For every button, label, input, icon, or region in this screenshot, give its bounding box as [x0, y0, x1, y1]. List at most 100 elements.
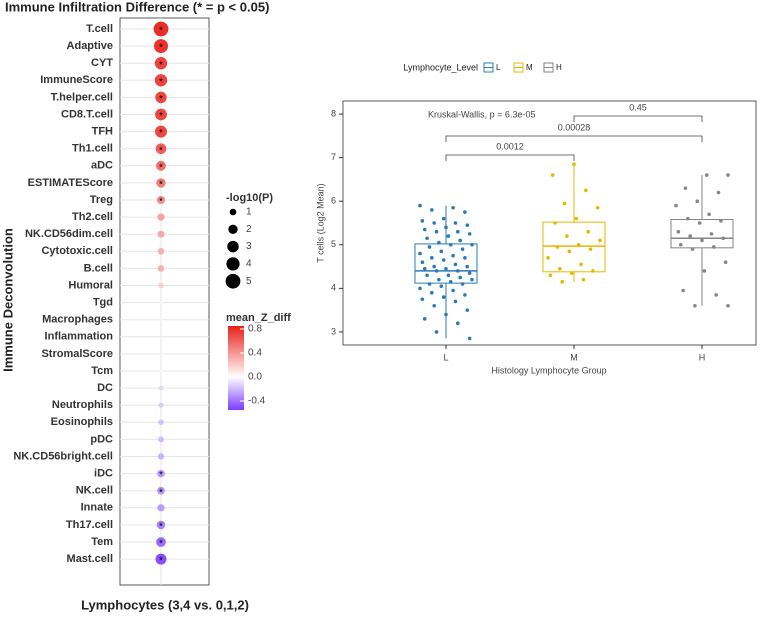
y-tick-label: Tem: [91, 536, 113, 548]
dot: [157, 248, 165, 255]
dot: [155, 125, 167, 138]
point: [565, 234, 569, 238]
significance-star: *: [159, 77, 163, 88]
point: [441, 216, 446, 221]
point: [432, 221, 436, 225]
y-tick-label: CD8.T.cell: [61, 108, 113, 120]
box: [414, 243, 478, 284]
y-tick-label: StromalScore: [41, 348, 113, 360]
point: [422, 317, 427, 321]
dot: [158, 282, 164, 289]
point: [726, 303, 730, 308]
point: [553, 221, 557, 225]
point: [584, 188, 588, 193]
dot: [154, 57, 168, 70]
significance-star: *: [159, 522, 163, 533]
dot: [156, 178, 166, 188]
point: [434, 229, 439, 234]
point: [688, 234, 692, 238]
p-value-label: 0.0012: [496, 141, 524, 151]
point: [420, 219, 425, 223]
point: [439, 249, 444, 254]
point: [693, 303, 697, 308]
colorbar-label: 0.4: [248, 348, 262, 359]
point: [678, 242, 683, 247]
dot: [159, 369, 163, 373]
point: [702, 269, 707, 273]
significance-star: *: [159, 111, 163, 122]
point: [591, 269, 595, 273]
dot: [155, 108, 167, 121]
dot: [153, 39, 169, 54]
point: [432, 264, 436, 269]
point: [676, 229, 681, 234]
dot: [155, 553, 167, 565]
point: [418, 251, 422, 256]
y-tick-label: Mast.cell: [67, 553, 113, 565]
size-legend-title: -log10(P): [226, 192, 273, 204]
y-tick-label: NK.CD56dim.cell: [25, 228, 113, 240]
point: [555, 245, 560, 249]
point: [451, 288, 455, 293]
point: [458, 275, 462, 280]
p-value-label: 0.00028: [558, 122, 591, 132]
size-legend-label: 3: [246, 241, 252, 252]
point: [434, 269, 439, 273]
dot: [157, 265, 165, 272]
y-axis-title: Immune Deconvolution: [0, 228, 15, 372]
point: [448, 280, 453, 284]
plot-panel: [119, 17, 210, 586]
y-tick-label: Th1.cell: [72, 143, 113, 155]
point: [463, 256, 467, 260]
point: [721, 236, 726, 241]
size-legend-dot: [227, 240, 239, 253]
point: [425, 273, 429, 278]
y-tick-label: iDC: [94, 468, 113, 480]
point: [453, 299, 458, 304]
point: [598, 238, 602, 243]
point: [432, 303, 436, 308]
point: [458, 238, 462, 243]
dot: [154, 74, 168, 87]
point: [704, 173, 709, 177]
point: [430, 256, 434, 260]
y-tick-label: ESTIMATEScore: [28, 177, 113, 189]
point: [581, 277, 586, 282]
y-tick-label: 7: [331, 152, 336, 162]
y-tick-label: CYT: [91, 57, 113, 69]
point: [460, 282, 465, 286]
bracket: [445, 135, 703, 142]
y-tick-label: 5: [331, 239, 336, 249]
point: [595, 205, 600, 210]
point: [719, 219, 723, 223]
significance-star: *: [159, 539, 163, 550]
p-value-label: 0.45: [629, 102, 647, 112]
point: [690, 247, 695, 251]
y-tick-label: TFH: [92, 126, 113, 138]
point: [430, 208, 434, 212]
point: [550, 173, 555, 177]
dot: [158, 402, 164, 408]
point: [434, 330, 439, 334]
point: [465, 308, 470, 312]
point: [467, 336, 472, 341]
dot: [157, 453, 165, 460]
x-tick-label: M: [570, 352, 578, 362]
point: [456, 321, 460, 326]
dot: [156, 520, 166, 530]
y-tick-label: 8: [331, 108, 336, 118]
dot: [158, 436, 164, 443]
dot: [160, 353, 162, 355]
color-legend-title: mean_Z_diff: [226, 312, 291, 324]
dot: [157, 213, 165, 221]
point: [444, 225, 448, 230]
size-legend-dot: [228, 224, 238, 234]
significance-star: *: [159, 43, 163, 54]
y-tick-label: NK.cell: [76, 485, 113, 497]
point: [686, 216, 690, 221]
size-legend-label: 4: [246, 259, 252, 270]
point: [465, 264, 470, 269]
point: [446, 273, 451, 278]
point: [456, 229, 460, 234]
